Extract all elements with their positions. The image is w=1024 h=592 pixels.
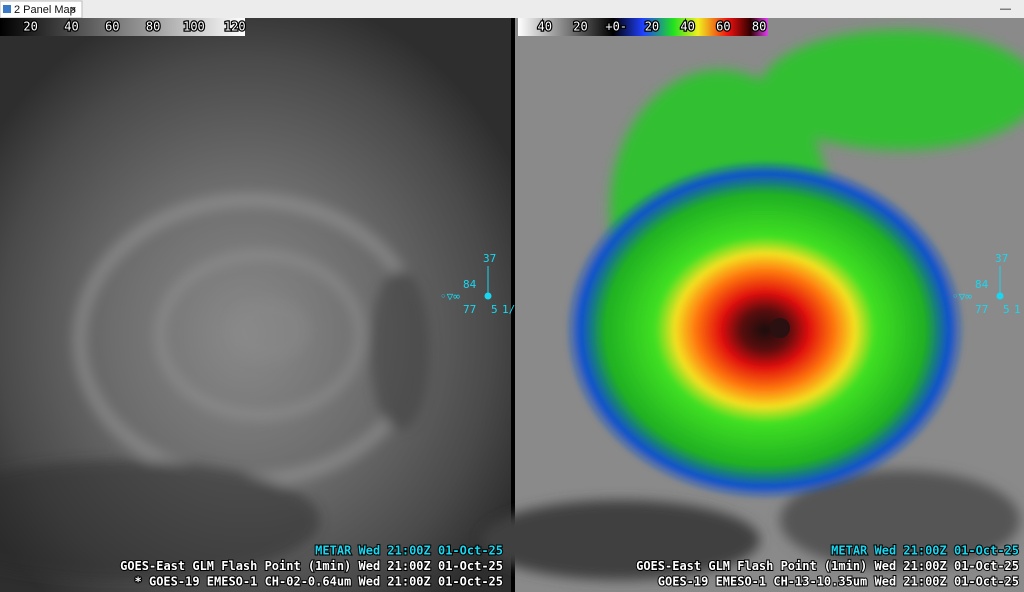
colorbar-label: 80 xyxy=(146,20,160,34)
tab-icon xyxy=(3,5,11,13)
legend-line: GOES-East GLM Flash Point (1min) Wed 21:… xyxy=(636,559,1019,573)
tab-title: 2 Panel Map xyxy=(14,4,76,16)
sky-cover xyxy=(996,292,1004,300)
colorbar-label: +0- xyxy=(605,20,627,34)
legend-line: GOES-East GLM Flash Point (1min) Wed 21:… xyxy=(120,559,503,573)
panel-divider xyxy=(511,18,515,592)
colorbar-label: 20 xyxy=(573,20,587,34)
dewpoint: 77 xyxy=(975,303,988,316)
colorbar-label: 80 xyxy=(752,20,766,34)
temperature: 84 xyxy=(975,278,989,291)
hurricane-ir xyxy=(565,160,965,500)
wind-value: 5 xyxy=(491,303,498,316)
weather-symbol: ◦▽∞ xyxy=(952,290,972,303)
dewpoint: 77 xyxy=(463,303,476,316)
minimize[interactable]: — xyxy=(1000,3,1011,15)
pressure: 37 xyxy=(995,252,1008,265)
colorbar-label: 60 xyxy=(716,20,730,34)
eye xyxy=(770,318,790,338)
colorbar-labels: 20 40 60 80 100 120 40 20 +0- 20 40 60 80 xyxy=(22,18,767,35)
legend-line: METAR Wed 21:00Z 01-Oct-25 xyxy=(831,544,1019,558)
cloud-swirl xyxy=(0,193,430,580)
legend-line: METAR Wed 21:00Z 01-Oct-25 xyxy=(315,544,503,558)
wind-value: 5 xyxy=(1003,303,1010,316)
weather-symbol: ◦▽∞ xyxy=(440,290,460,303)
visibility: 1 xyxy=(1014,303,1021,316)
colorbar-label: 20 xyxy=(23,20,37,34)
colorbar-label: 120 xyxy=(224,20,246,34)
tab-close[interactable]: × xyxy=(70,4,76,16)
colorbar-label: 20 xyxy=(645,20,659,34)
colorbar-label: 40 xyxy=(680,20,694,34)
temperature: 84 xyxy=(463,278,477,291)
legend-line: GOES-19 EMESO-1 CH-13-10.35um Wed 21:00Z… xyxy=(658,575,1019,589)
visibility: 1/ xyxy=(502,303,515,316)
legend-line: * GOES-19 EMESO-1 CH-02-0.64um Wed 21:00… xyxy=(135,575,503,589)
colorbar xyxy=(518,18,768,36)
colorbar-label: 100 xyxy=(183,20,205,34)
sky-cover xyxy=(484,292,492,300)
colorbar-label: 60 xyxy=(105,20,119,34)
colorbar-label: 40 xyxy=(538,20,552,34)
tab-bar xyxy=(0,0,1024,18)
pressure: 37 xyxy=(483,252,496,265)
colorbar xyxy=(0,18,245,36)
colorbar-label: 40 xyxy=(64,20,78,34)
